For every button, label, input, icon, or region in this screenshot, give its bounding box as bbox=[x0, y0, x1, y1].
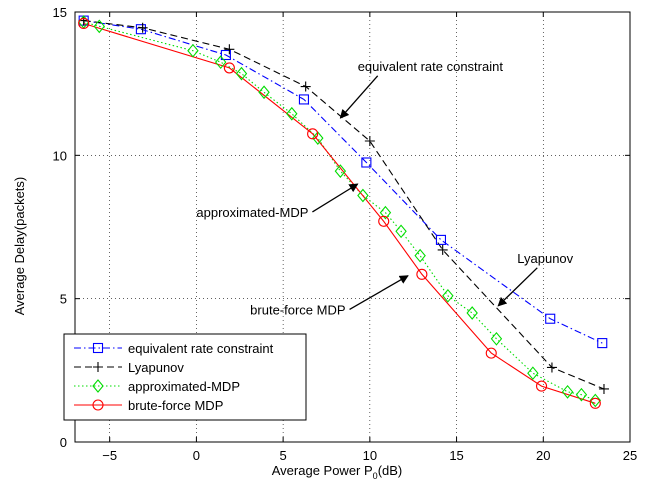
annotation-arrow-2 bbox=[312, 183, 359, 213]
x-tick-label: 15 bbox=[449, 448, 463, 463]
x-axis-label: Average Power P0(dB) bbox=[272, 463, 403, 481]
data-point-series-2 bbox=[437, 244, 448, 255]
x-axis-label-subscript: 0 bbox=[373, 471, 378, 481]
y-tick-label: 0 bbox=[60, 435, 67, 450]
legend-label-1: equivalent rate constraint bbox=[128, 341, 274, 356]
data-point-series-2 bbox=[364, 136, 375, 146]
annotation-arrow-4 bbox=[349, 275, 409, 310]
data-point-series-3 bbox=[561, 384, 574, 399]
annotation-arrow-1 bbox=[339, 75, 379, 119]
legend-marker-3 bbox=[92, 379, 104, 393]
legend-marker-2 bbox=[93, 362, 103, 372]
y-tick-label: 10 bbox=[53, 148, 67, 163]
legend-marker-1 bbox=[92, 342, 104, 354]
x-tick-label: 10 bbox=[363, 448, 377, 463]
x-tick-label: 0 bbox=[193, 448, 200, 463]
data-point-series-3 bbox=[490, 331, 503, 346]
y-tick-label: 5 bbox=[60, 292, 67, 307]
x-tick-label: 20 bbox=[536, 448, 550, 463]
y-axis-label: Average Delay(packets) bbox=[12, 177, 27, 316]
data-point-series-3 bbox=[442, 288, 454, 303]
data-point-series-3 bbox=[466, 306, 478, 320]
x-tick-label: 5 bbox=[280, 448, 287, 463]
data-point-series-4 bbox=[78, 17, 90, 30]
legend: equivalent rate constraint Lyapunov approx… bbox=[63, 333, 307, 421]
data-point-series-3 bbox=[93, 19, 105, 34]
data-point-series-3 bbox=[527, 366, 539, 381]
x-tick-label: 25 bbox=[623, 448, 637, 463]
legend-label-4: brute-force MDP bbox=[128, 398, 223, 413]
data-point-series-4 bbox=[485, 347, 497, 359]
data-point-series-3 bbox=[187, 43, 199, 58]
legend-label-3: approximated-MDP bbox=[128, 379, 240, 394]
annotation-label-2: approximated-MDP bbox=[196, 205, 308, 220]
data-point-series-2 bbox=[546, 362, 557, 373]
annotation-label-3: Lyapunov bbox=[517, 251, 573, 266]
series-line-2 bbox=[83, 20, 605, 390]
data-point-series-1 bbox=[135, 24, 146, 35]
data-point-series-4 bbox=[307, 128, 319, 140]
data-point-series-4 bbox=[416, 268, 428, 280]
x-axis-label-main: Average Power P bbox=[272, 463, 373, 478]
legend-marker-4 bbox=[92, 399, 104, 411]
data-point-series-1 bbox=[545, 313, 556, 324]
data-point-series-2 bbox=[598, 383, 609, 394]
data-point-series-2 bbox=[224, 44, 235, 55]
data-point-series-3 bbox=[589, 393, 602, 408]
data-point-series-3 bbox=[334, 164, 347, 178]
data-point-series-2 bbox=[137, 22, 148, 33]
data-point-series-3 bbox=[575, 387, 588, 402]
data-point-series-3 bbox=[312, 131, 324, 145]
data-point-series-3 bbox=[235, 66, 248, 81]
data-point-series-3 bbox=[258, 85, 270, 100]
ticks bbox=[75, 11, 631, 443]
x-axis-label-unit: (dB) bbox=[378, 463, 403, 478]
plot-frame bbox=[74, 11, 631, 443]
annotation-label-4: brute-force MDP bbox=[250, 302, 345, 317]
legend-label-2: Lyapunov bbox=[128, 360, 184, 375]
data-point-series-3 bbox=[214, 55, 227, 70]
data-point-series-4 bbox=[378, 215, 390, 227]
data-point-series-1 bbox=[220, 49, 231, 61]
data-point-series-1 bbox=[597, 338, 608, 349]
x-tick-label: −5 bbox=[102, 448, 117, 463]
grid bbox=[75, 12, 630, 442]
data-point-series-4 bbox=[589, 397, 601, 409]
data-point-series-4 bbox=[535, 380, 548, 392]
data-point-series-4 bbox=[223, 62, 235, 74]
data-point-series-3 bbox=[286, 106, 298, 121]
y-tick-label: 15 bbox=[53, 5, 67, 20]
annotations: equivalent rate constraint approximated-M… bbox=[196, 59, 573, 318]
data-point-series-2 bbox=[300, 81, 311, 92]
data-point-series-1 bbox=[435, 234, 447, 245]
data-point-series-3 bbox=[379, 205, 392, 220]
series-lines bbox=[83, 20, 605, 404]
annotation-label-1: equivalent rate constraint bbox=[358, 59, 504, 74]
series-line-1 bbox=[83, 20, 603, 344]
data-point-series-1 bbox=[361, 157, 372, 168]
data-point-series-3 bbox=[414, 248, 426, 263]
data-point-series-3 bbox=[357, 188, 369, 203]
series-line-4 bbox=[83, 22, 596, 404]
series-markers bbox=[77, 15, 609, 409]
data-point-series-1 bbox=[298, 94, 309, 105]
tick-labels: −5 0 5 10 15 20 25 0 5 10 15 bbox=[53, 5, 638, 463]
annotation-arrow-3 bbox=[497, 267, 538, 307]
data-point-series-3 bbox=[395, 224, 407, 239]
